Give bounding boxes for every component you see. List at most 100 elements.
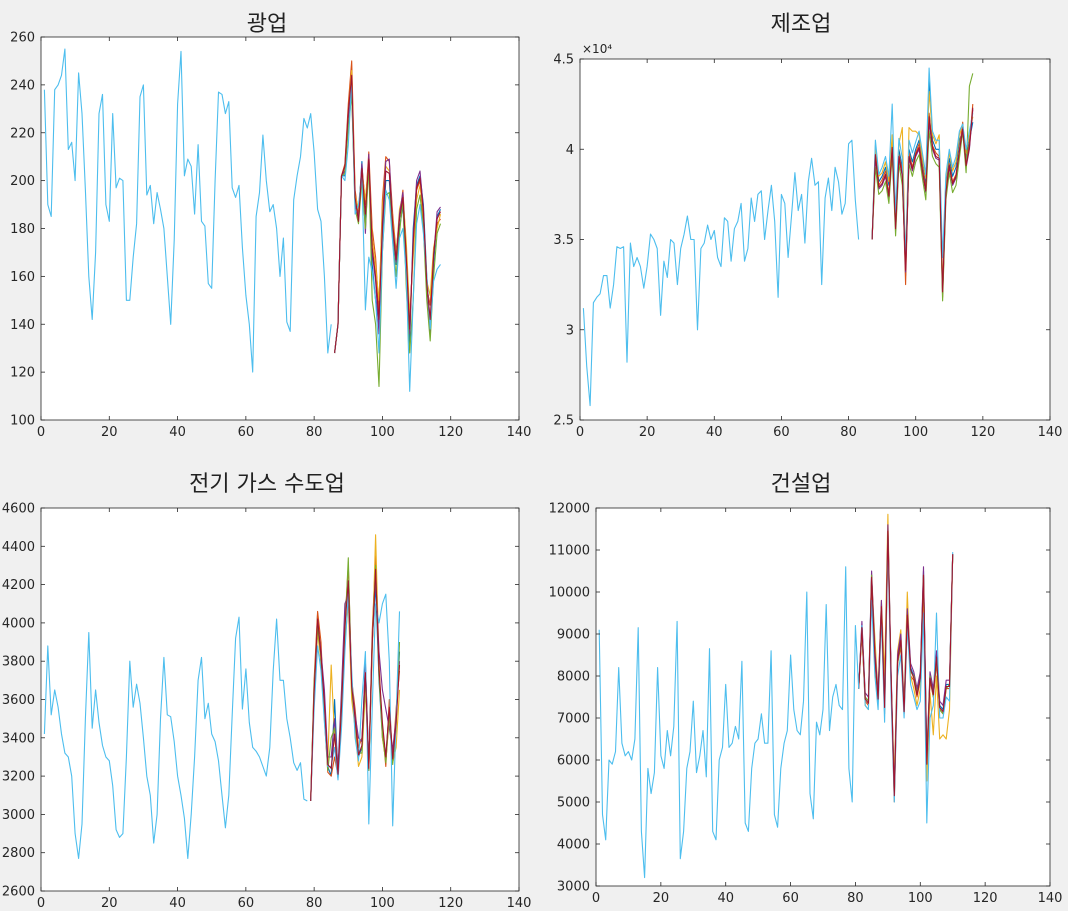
y-tick-label: 5000 [557,796,590,811]
historical-series-line [582,139,860,407]
x-tick-label: 40 [169,425,186,440]
panel-construction: 건설업 0 20 40 60 80 100 120 140 3000 4000 5000 6000 70… [534,455,1068,911]
y-tick-label: 160 [10,270,35,285]
y-tick-label: 3200 [2,770,35,785]
y-tick-label: 4.5 [553,53,574,68]
x-tick-label: 40 [706,425,723,440]
y-tick-label: 4400 [2,540,35,555]
x-tick-label: 20 [101,425,118,440]
line-chart-manufacturing: 0 20 40 60 80 100 120 140 2.5 3 3.5 4 4.5 ×10⁴ [553,42,1062,440]
panel-manufacturing: 제조업 0 20 40 60 80 100 120 140 2.5 3 3.5 4 4.5 ×10⁴ [534,0,1068,455]
y-tick-label: 140 [10,318,35,333]
x-tick-label: 40 [169,896,186,911]
panel-title: 건설업 [770,472,832,497]
x-tick-label: 140 [1038,891,1063,906]
y-tick-label: 2600 [2,885,35,900]
axes-background [580,59,1050,420]
x-tick-label: 100 [370,896,395,911]
x-tick-label: 60 [238,896,255,911]
x-tick-label: 60 [782,891,799,906]
y-tick-label: 3.5 [553,233,574,248]
x-tick-label: 0 [37,896,45,911]
x-tick-label: 60 [238,425,255,440]
y-exponent-label: ×10⁴ [582,42,612,56]
axes-background [41,508,519,891]
y-tick-label: 3 [566,323,574,338]
y-tick-label: 6000 [557,754,590,769]
y-tick-label: 220 [10,126,35,141]
x-tick-label: 120 [970,425,995,440]
x-tick-label: 80 [840,425,857,440]
historical-series-line [43,616,308,859]
x-tick-label: 120 [438,896,463,911]
y-tick-label: 7000 [557,712,590,727]
y-tick-label: 3600 [2,693,35,708]
x-tick-label: 40 [717,891,734,906]
x-tick-label: 80 [306,896,323,911]
historical-series-line [598,566,860,879]
y-tick-label: 10000 [549,586,590,601]
y-tick-label: 3800 [2,655,35,670]
x-tick-label: 0 [37,425,45,440]
y-tick-label: 200 [10,174,35,189]
x-tick-label: 80 [847,891,864,906]
forecast-series-line [310,593,401,827]
y-tick-label: 100 [10,414,35,429]
x-tick-label: 20 [101,896,118,911]
y-tick-label: 3000 [557,880,590,895]
line-chart-construction: 0 20 40 60 80 100 120 140 3000 4000 5000 6000 7000 80… [549,502,1063,907]
panel-mining: 광업 0 20 40 60 80 100 120 140 100 120 140 160 180 200 2… [0,0,534,455]
y-tick-label: 9000 [557,628,590,643]
y-tick-label: 180 [10,222,35,237]
x-tick-label: 140 [1038,425,1063,440]
x-tick-label: 120 [973,891,998,906]
panel-title: 제조업 [770,12,832,37]
historical-series-line [43,48,332,373]
y-tick-label: 4600 [2,502,35,517]
x-tick-label: 140 [507,896,532,911]
y-tick-label: 12000 [549,502,590,517]
y-tick-label: 8000 [557,670,590,685]
x-tick-label: 20 [639,425,656,440]
y-tick-label: 4200 [2,578,35,593]
line-chart-mining: 0 20 40 60 80 100 120 140 100 120 140 160 180 200 220 2… [10,31,531,441]
forecast-series-line [310,568,401,802]
x-tick-label: 0 [592,891,600,906]
panel-title: 전기 가스 수도업 [189,472,345,497]
y-tick-label: 3000 [2,808,35,823]
y-tick-label: 260 [10,31,35,46]
forecast-series-line [871,90,974,289]
forecast-series-line [858,530,954,797]
x-tick-label: 100 [908,891,933,906]
y-tick-label: 4 [566,143,574,158]
plot-area [43,534,401,859]
forecast-series-line [871,107,974,293]
panel-utilities: 전기 가스 수도업 0 20 40 60 80 100 120 140 2600 2800 3000… [0,455,534,911]
y-tick-label: 2.5 [553,414,574,429]
y-tick-label: 120 [10,366,35,381]
y-tick-label: 2800 [2,846,35,861]
forecast-series-line [871,67,974,259]
forecast-series-line [334,74,441,354]
axes-box [595,507,1051,887]
line-chart-utilities: 0 20 40 60 80 100 120 140 2600 2800 3000 3200 3400 36… [2,502,532,911]
y-tick-label: 3400 [2,731,35,746]
axes-background [41,37,519,420]
y-tick-label: 4000 [2,616,35,631]
plot-area [598,513,954,879]
forecast-series-line [871,73,974,302]
x-tick-label: 80 [306,425,323,440]
x-tick-label: 100 [370,425,395,440]
x-tick-label: 60 [773,425,790,440]
y-tick-label: 240 [10,78,35,93]
x-tick-label: 140 [507,425,532,440]
x-tick-label: 20 [653,891,670,906]
y-tick-label: 4000 [557,838,590,853]
x-tick-label: 100 [903,425,928,440]
plot-area [43,48,442,392]
plot-area [582,67,974,407]
x-tick-label: 120 [438,425,463,440]
panel-title: 광업 [246,12,288,37]
y-tick-label: 11000 [549,544,590,559]
